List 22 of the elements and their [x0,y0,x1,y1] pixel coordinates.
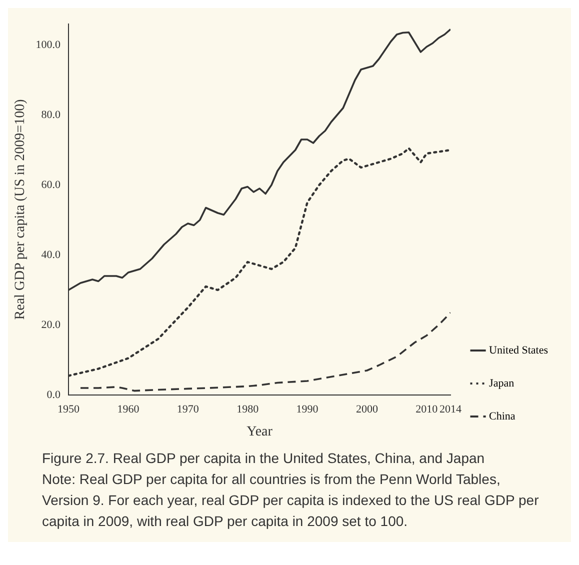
x-tick-label: 1960 [117,403,140,416]
text: Note: Real GDP per capita for all countries is from the Penn World Tables, Version 9. For each year, real GDP per capita is indexed to the US real GDP per capita in 2009, with real GDP per capita in 2009 set to 100. [42,470,540,531]
y-tick-label: 100.0 [36,38,62,51]
legend-label: China [489,410,516,422]
x-tick-label: 2014 [440,403,462,416]
text: Figure 2.7. Real GDP per capita in the United States, China, and Japan [42,449,486,468]
x-tick-label: 2000 [356,403,378,416]
y-axis-title: Real GDP per capita (US in 2009=100) [13,98,28,320]
y-tick-label: 80.0 [41,108,62,121]
x-tick-label: 1980 [236,403,260,416]
y-tick-label: 60.0 [41,178,62,191]
y-tick-label: 20.0 [41,318,62,331]
x-tick-label: 1950 [58,403,80,416]
y-tick-label: 0.0 [46,388,62,401]
y-tick-label: 40.0 [41,248,62,261]
legend-label: Japan [489,377,515,390]
x-tick-label: 1990 [296,403,319,416]
x-axis-title: Year [246,424,273,440]
x-tick-label: 2010 [416,403,438,416]
legend-label: United States [489,344,548,356]
x-tick-label: 1970 [176,403,200,416]
line-series [80,312,451,392]
